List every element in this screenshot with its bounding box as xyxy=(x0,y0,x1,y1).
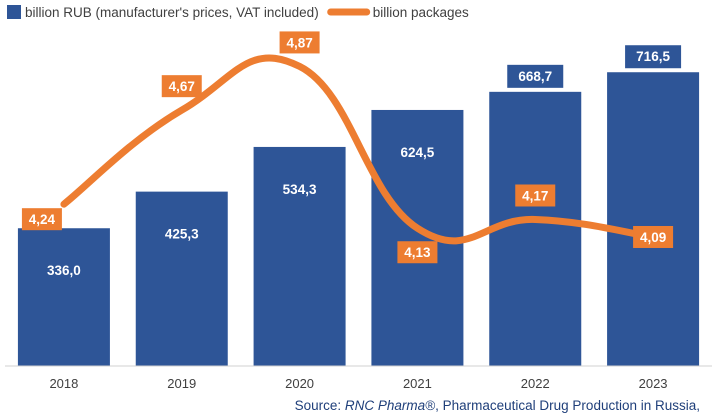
bar-2019 xyxy=(135,191,228,366)
x-tick-label: 2023 xyxy=(639,376,668,391)
bar-series xyxy=(17,72,700,367)
x-tick-label: 2022 xyxy=(521,376,550,391)
x-tick-label: 2021 xyxy=(403,376,432,391)
bar-2023 xyxy=(607,72,700,367)
line-data-label: 4,24 xyxy=(29,212,56,227)
bar-data-label: 425,3 xyxy=(165,227,199,242)
bar-data-label: 716,5 xyxy=(636,49,670,64)
source-rest: , Pharmaceutical Drug Production in Russ… xyxy=(435,398,700,413)
bar-label-box xyxy=(507,64,564,88)
bar-label-box xyxy=(625,45,682,69)
line-series xyxy=(60,54,657,245)
bar-2022 xyxy=(489,91,582,366)
bar-2018 xyxy=(17,228,110,366)
legend-label-line: billion packages xyxy=(373,5,469,20)
line-label-box xyxy=(633,225,674,248)
legend-label-bar: billion RUB (manufacturer's prices, VAT … xyxy=(25,5,319,20)
source-brand: RNC Pharma® xyxy=(344,398,436,413)
x-tick-label: 2019 xyxy=(167,376,196,391)
line-label-box xyxy=(397,241,438,264)
bar-data-label: 534,3 xyxy=(283,182,317,197)
line-label-box xyxy=(21,208,62,231)
line-data-label: 4,09 xyxy=(640,230,666,245)
bar-data-label: 336,0 xyxy=(47,263,81,278)
legend-swatch-bar xyxy=(7,5,21,19)
bar-data-labels: 336,0 425,3 534,3 624,5 668,7 716,5 xyxy=(47,45,682,278)
bar-2020 xyxy=(253,146,346,366)
line-label-box xyxy=(279,31,320,54)
bar-data-label: 624,5 xyxy=(401,145,435,160)
source-note: Source: RNC Pharma®, Pharmaceutical Drug… xyxy=(0,398,700,413)
line-label-box xyxy=(515,184,556,207)
x-tick-label: 2018 xyxy=(49,376,78,391)
line-data-label: 4,87 xyxy=(286,35,312,50)
bar-data-label: 668,7 xyxy=(518,69,552,84)
line-data-label: 4,67 xyxy=(169,79,195,94)
line-label-box xyxy=(161,75,202,98)
legend: billion RUB (manufacturer's prices, VAT … xyxy=(7,5,469,20)
line-data-labels: 4,24 4,67 4,87 4,13 4,17 4,09 xyxy=(21,31,674,264)
line-path-packages xyxy=(60,54,657,245)
line-data-label: 4,17 xyxy=(522,188,548,203)
line-data-label: 4,13 xyxy=(404,245,431,260)
source-prefix: Source: xyxy=(294,398,345,413)
x-axis-ticks: 2018 2019 2020 2021 2022 2023 xyxy=(49,376,667,391)
x-tick-label: 2020 xyxy=(285,376,314,391)
